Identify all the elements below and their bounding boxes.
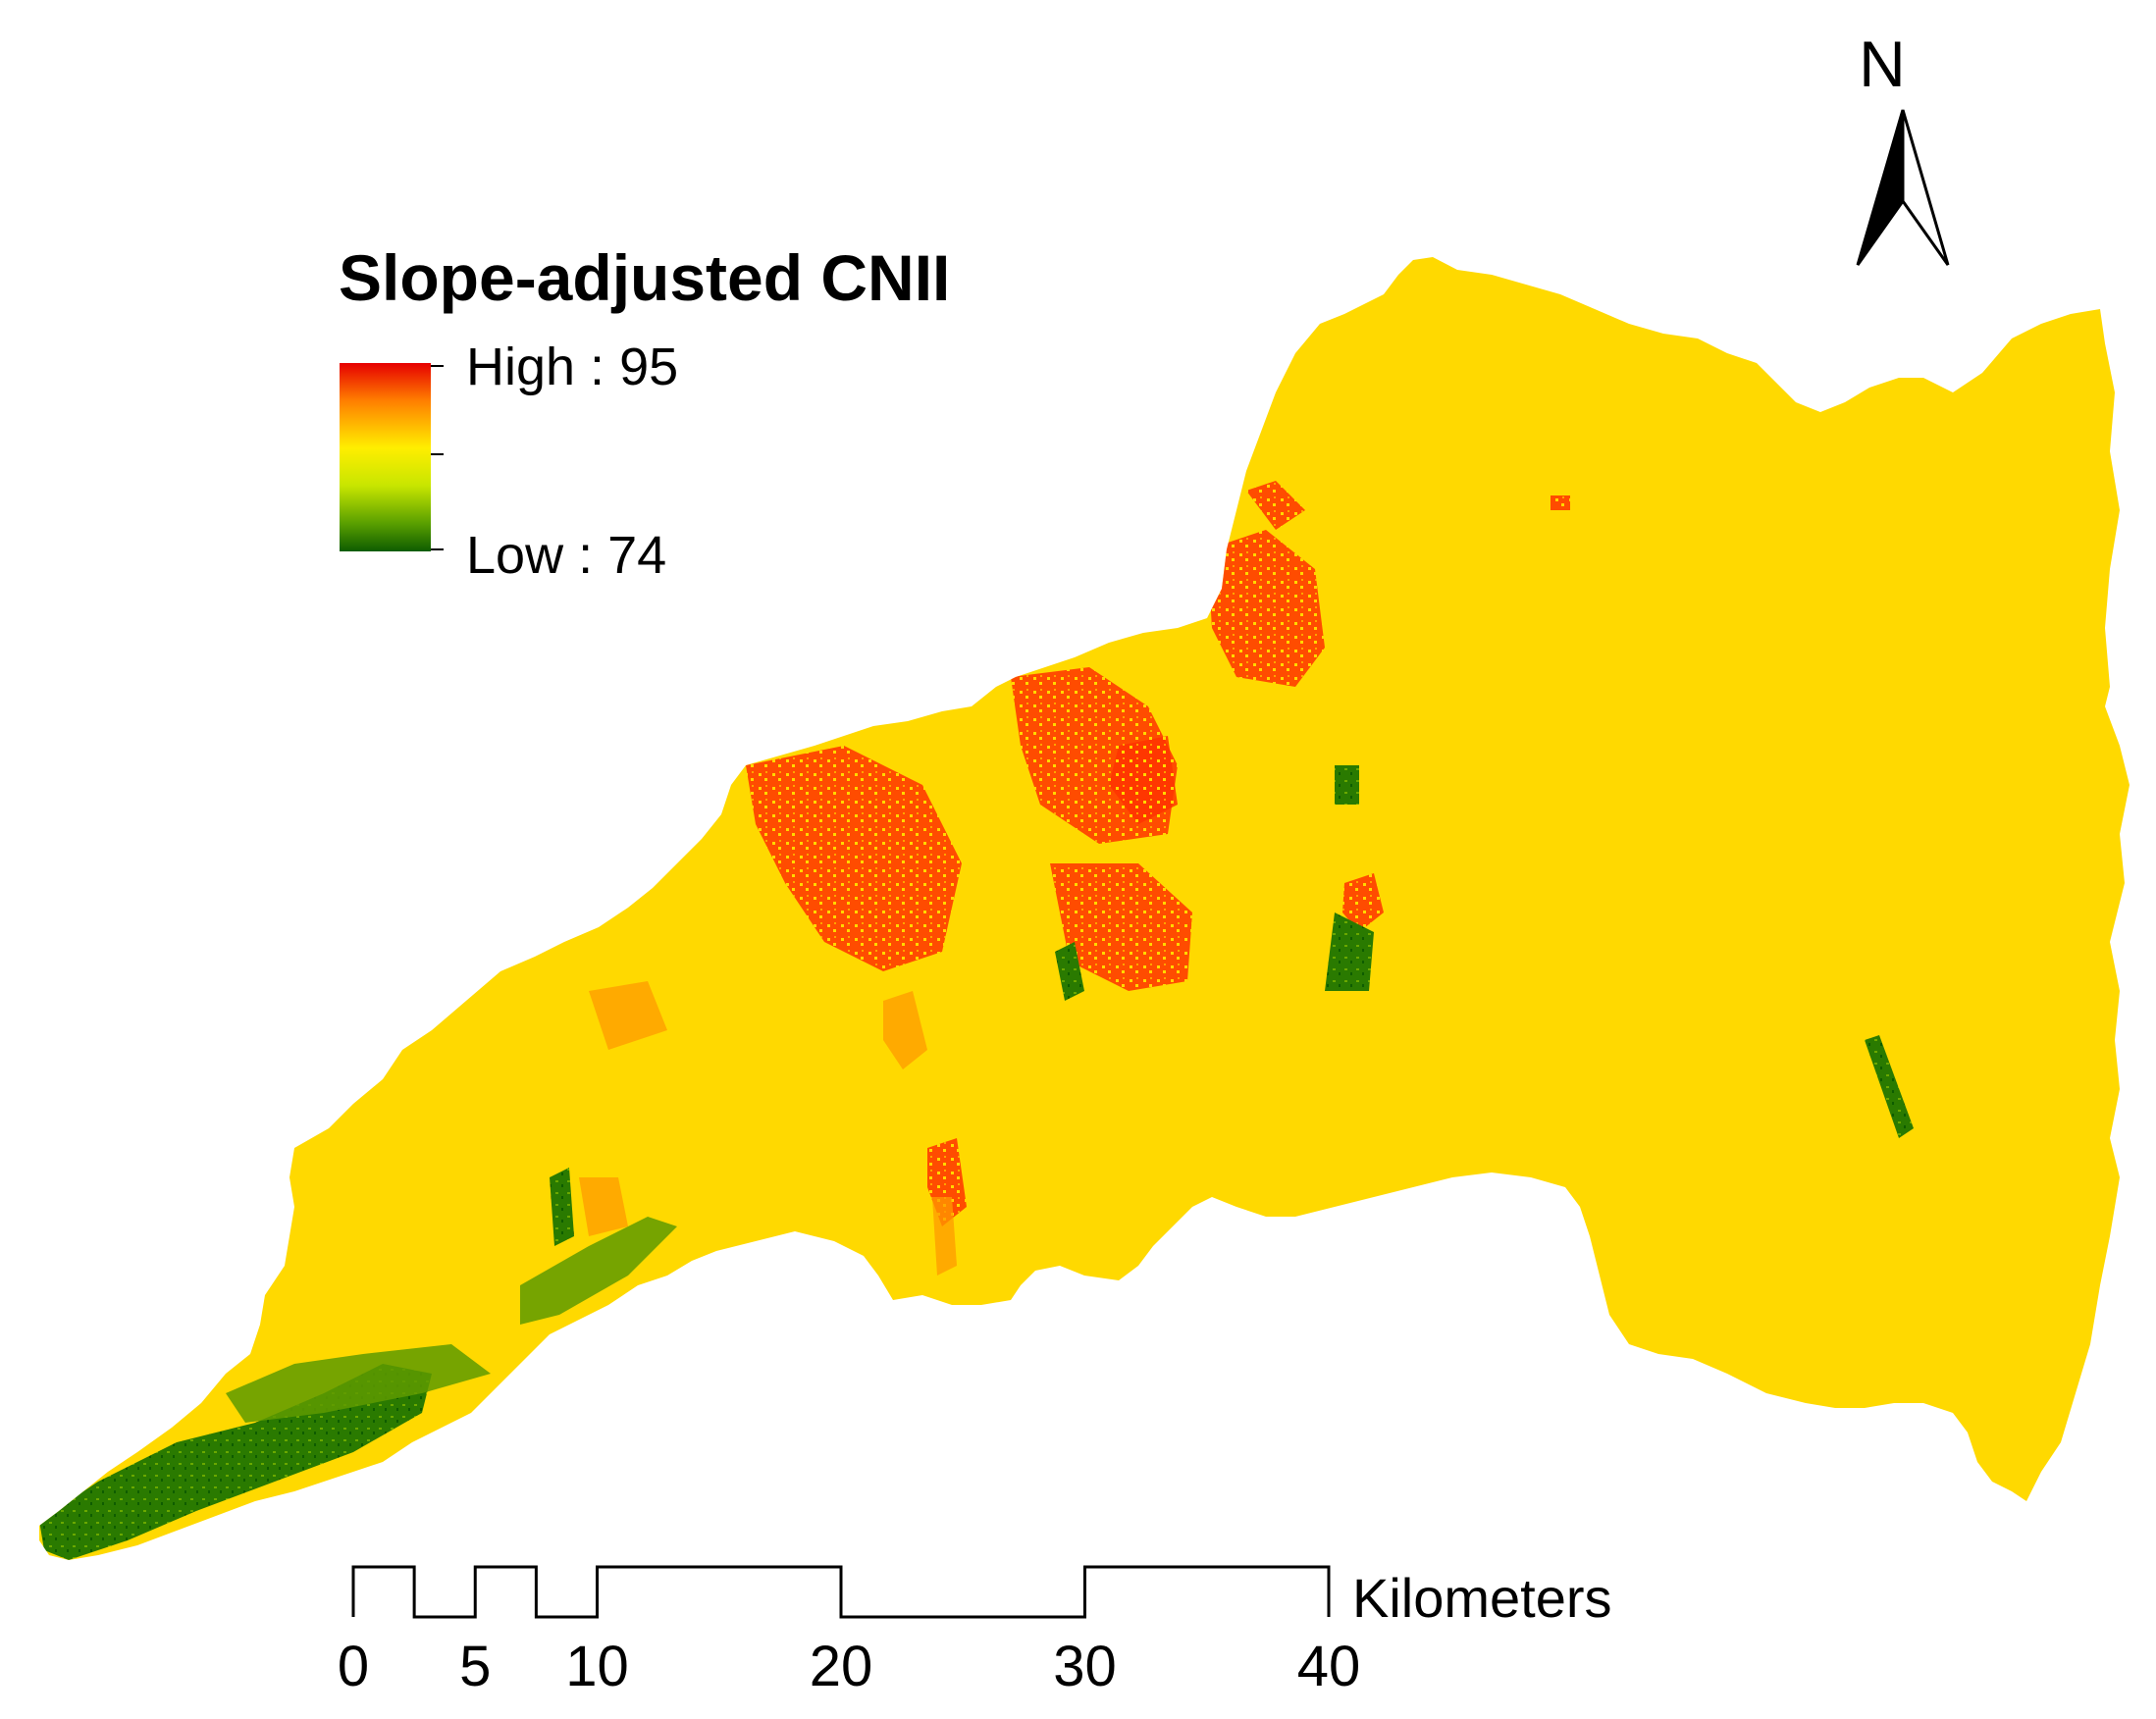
low-cnii-zone [550, 1168, 574, 1246]
watershed-raster [39, 257, 2130, 1560]
mid-cnii-zone [883, 991, 927, 1069]
high-cnii-zone [746, 746, 962, 971]
scale-bar: 0 5 10 20 30 40 Kilometers [338, 1565, 1612, 1698]
cnii-zones [39, 481, 1914, 1560]
north-arrow: N [1856, 27, 1950, 266]
high-cnii-zone [1207, 530, 1325, 687]
low-cnii-zone [1865, 1035, 1914, 1138]
scale-bar-tick-label: 40 [1297, 1635, 1361, 1698]
scale-bar-tick-label: 0 [338, 1635, 369, 1698]
mid-cnii-zone [579, 1177, 628, 1236]
low-cnii-zone [1325, 912, 1374, 991]
legend-color-ramp [340, 363, 431, 551]
legend-high-label: High : 95 [466, 338, 678, 396]
scale-bar-unit: Kilometers [1352, 1567, 1612, 1629]
low-cnii-zone [226, 1344, 491, 1423]
high-cnii-zone [1551, 495, 1570, 510]
north-arrow-icon [1856, 109, 1905, 266]
low-cnii-zone [1335, 765, 1359, 805]
legend: Slope-adjusted CNII High : 95 Low : 74 [339, 241, 950, 585]
high-cnii-zone [1109, 736, 1178, 824]
high-cnii-zone [1050, 863, 1192, 991]
mid-cnii-zone [589, 981, 667, 1050]
high-cnii-zone [1246, 481, 1305, 530]
scale-bar-tick-label: 5 [459, 1635, 491, 1698]
scale-bar-tick-label: 20 [810, 1635, 873, 1698]
high-cnii-zone [1342, 873, 1384, 932]
low-cnii-zone [39, 1364, 432, 1560]
mid-cnii-zone [932, 1197, 957, 1276]
low-cnii-zone [1055, 942, 1084, 1001]
low-cnii-zone [520, 1217, 677, 1325]
legend-title: Slope-adjusted CNII [339, 241, 950, 314]
scale-bar-line [351, 1565, 1331, 1619]
north-arrow-letter: N [1859, 27, 1906, 100]
scale-bar-tick-label: 30 [1053, 1635, 1117, 1698]
north-arrow-icon [1901, 109, 1950, 266]
legend-low-label: Low : 74 [466, 526, 666, 585]
scale-bar-tick-label: 10 [565, 1635, 629, 1698]
